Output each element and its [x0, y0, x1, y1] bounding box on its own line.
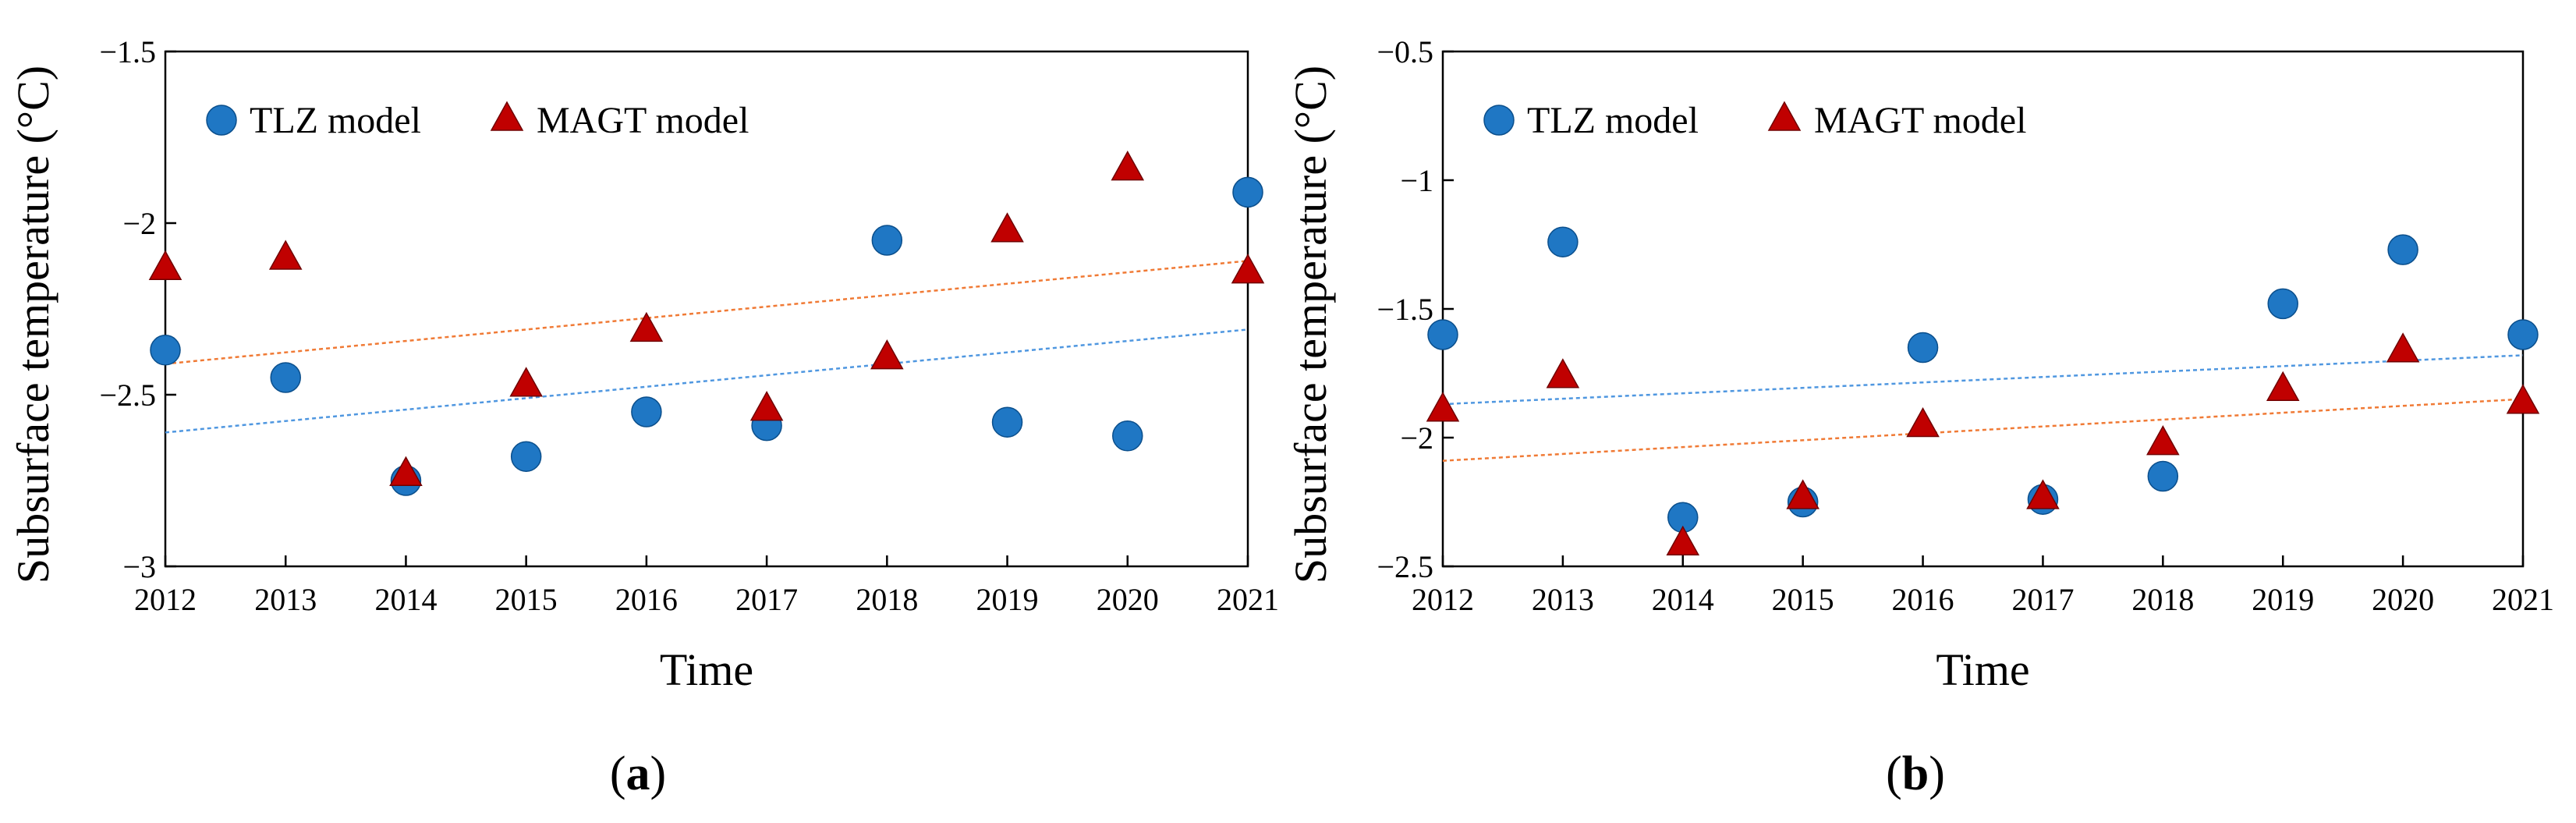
x-tick-label: 2012	[1412, 582, 1474, 617]
trendline-magt-model	[165, 260, 1249, 365]
plot-frame	[164, 50, 1249, 568]
legend-label: TLZ model	[1527, 100, 1699, 141]
data-point	[389, 456, 423, 486]
data-point	[150, 335, 181, 366]
x-tick-label: 2013	[254, 582, 317, 617]
data-point	[2507, 319, 2539, 350]
data-point	[2146, 425, 2180, 456]
x-tick-label: 2012	[134, 582, 197, 617]
data-point	[871, 225, 903, 256]
x-axis-label: Time	[1936, 644, 2029, 695]
series-tlz-model	[150, 176, 1263, 496]
x-axis-label: Time	[660, 644, 753, 695]
y-tick-label: −2.5	[99, 378, 156, 413]
y-axis-label: Subsurface temperature (°C)	[8, 66, 58, 584]
panel-label-paren: )	[650, 747, 667, 800]
series-tlz-model	[1427, 226, 2539, 534]
chart-panel-b: −2.5 −2 −1.5 −1 −0.5 2012 2013 2014 2015 2016 2017…	[1285, 34, 2554, 800]
data-point	[870, 339, 904, 370]
panel-label-paren: (	[610, 747, 626, 800]
legend-label: MAGT model	[1814, 100, 2026, 141]
series-magt-model	[148, 151, 1265, 486]
x-tick-label: 2020	[1097, 582, 1159, 617]
y-tick-label: −0.5	[1377, 34, 1433, 69]
y-tick-label: −1.5	[1377, 292, 1433, 327]
data-point	[629, 311, 664, 342]
data-point	[2147, 460, 2179, 492]
trendline-tlz-model	[165, 328, 1249, 434]
y-axis-label: Subsurface temperature (°C)	[1285, 66, 1336, 584]
panel-label-paren: (	[1886, 747, 1902, 800]
data-point	[1906, 406, 1940, 438]
x-tick-label: 2015	[495, 582, 558, 617]
x-tick-label: 2017	[2011, 582, 2074, 617]
y-tick-label: −2.5	[1377, 549, 1433, 584]
y-tick-label: −3	[122, 549, 156, 584]
y-tick-label: −2	[1400, 420, 1433, 456]
trendline-magt-model	[1442, 398, 2524, 462]
data-point	[991, 406, 1023, 438]
legend-marker-circle	[206, 105, 237, 136]
x-tick-label: 2013	[1532, 582, 1594, 617]
data-point	[2387, 234, 2418, 265]
data-point	[1666, 525, 1700, 556]
data-point	[2026, 479, 2060, 509]
panel-label-paren: )	[1929, 747, 1945, 800]
legend-marker-triangle	[490, 101, 524, 131]
data-point	[2267, 288, 2298, 320]
legend-marker-circle	[1483, 105, 1515, 136]
x-tick-label: 2018	[2131, 582, 2194, 617]
x-tick-label: 2016	[1892, 582, 1954, 617]
panel-label-letter: b	[1902, 747, 1929, 800]
data-point	[990, 212, 1024, 243]
x-tick-label: 2014	[374, 582, 437, 617]
y-tick-label: −1.5	[99, 34, 156, 69]
data-point	[1111, 151, 1145, 181]
legend-label: MAGT model	[537, 100, 749, 141]
data-point	[148, 250, 182, 280]
x-tick-label: 2020	[2372, 582, 2434, 617]
series-magt-model	[1426, 332, 2540, 556]
x-tick-label: 2016	[615, 582, 678, 617]
data-point	[1546, 358, 1580, 388]
x-tick-label: 2019	[976, 582, 1039, 617]
y-tick-label: −2	[122, 206, 156, 241]
x-tick-label: 2014	[1652, 582, 1714, 617]
chart-panel-a: −3 −2.5 −2 −1.5 2012 2013 2014 2015 2016 2017 2018…	[8, 34, 1279, 800]
data-point	[2386, 332, 2420, 363]
data-point	[1231, 254, 1265, 284]
legend-label: TLZ model	[250, 100, 421, 141]
x-tick-label: 2021	[1217, 582, 1279, 617]
legend-marker-triangle	[1767, 101, 1802, 131]
x-tick-label: 2017	[735, 582, 798, 617]
trendline-tlz-model	[1442, 354, 2524, 406]
data-point	[1112, 420, 1143, 452]
data-point	[1426, 392, 1460, 422]
panel-label-letter: a	[626, 747, 650, 800]
data-point	[270, 362, 301, 393]
x-tick-label: 2018	[856, 582, 918, 617]
data-point	[509, 367, 543, 397]
data-point	[1547, 226, 1579, 257]
data-point	[1232, 176, 1263, 208]
panel-label: (b)	[1886, 747, 1945, 800]
data-point	[510, 441, 542, 472]
data-point	[1427, 319, 1458, 350]
panel-label: (a)	[610, 747, 666, 800]
data-point	[268, 239, 303, 270]
data-point	[2506, 384, 2540, 414]
legend: TLZ model MAGT model	[206, 100, 749, 141]
y-tick-label: −1	[1400, 163, 1433, 198]
data-point	[749, 391, 784, 421]
data-point	[1786, 479, 1819, 509]
x-tick-label: 2019	[2252, 582, 2314, 617]
x-tick-label: 2021	[2492, 582, 2554, 617]
x-tick-label: 2015	[1772, 582, 1834, 617]
data-point	[1907, 332, 1939, 364]
data-point	[631, 396, 662, 427]
legend: TLZ model MAGT model	[1483, 100, 2026, 141]
data-point	[2266, 371, 2300, 402]
